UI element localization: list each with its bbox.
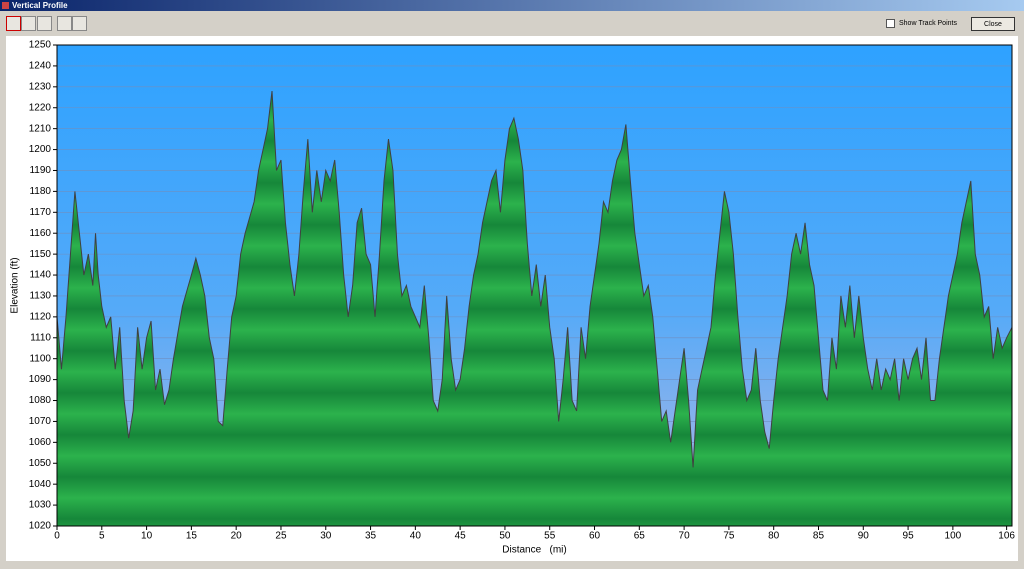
x-tick-label: 40 — [410, 531, 422, 542]
y-tick-label: 1160 — [29, 228, 51, 239]
y-tick-label: 1060 — [29, 437, 52, 448]
y-tick-label: 1020 — [29, 521, 52, 532]
x-tick-label: 95 — [903, 531, 915, 542]
x-tick-label: 10 — [141, 531, 153, 542]
x-axis-label: Distance (mi) — [502, 545, 566, 556]
y-tick-label: 1190 — [29, 165, 51, 176]
app-icon — [2, 2, 9, 9]
y-tick-label: 1050 — [29, 458, 52, 469]
x-tick-label: 55 — [544, 531, 556, 542]
tool-button[interactable] — [6, 16, 21, 31]
x-tick-label: 20 — [231, 531, 243, 542]
y-tick-label: 1230 — [29, 81, 52, 92]
show-track-points-checkbox[interactable]: Show Track Points — [886, 19, 957, 28]
y-tick-label: 1150 — [29, 249, 51, 260]
zoom-in-button[interactable] — [57, 16, 72, 31]
x-tick-label: 80 — [768, 531, 780, 542]
y-tick-label: 1070 — [29, 416, 52, 427]
x-tick-label: 50 — [499, 531, 511, 542]
plot-frame — [56, 44, 1013, 527]
x-tick-label: 75 — [723, 531, 735, 542]
y-tick-label: 1040 — [29, 479, 52, 490]
x-tick-label: 65 — [634, 531, 646, 542]
window-title: Vertical Profile — [12, 1, 68, 10]
y-axis-label: Elevation (ft) — [10, 257, 21, 313]
x-tick-label: 106 — [998, 531, 1015, 542]
y-tick-label: 1130 — [29, 291, 51, 302]
x-tick-label: 0 — [54, 531, 60, 542]
x-tick-label: 30 — [320, 531, 332, 542]
y-tick-label: 1250 — [29, 40, 52, 51]
y-tick-label: 1180 — [29, 186, 51, 197]
x-tick-label: 5 — [99, 531, 105, 542]
title-bar: Vertical Profile — [0, 0, 1024, 11]
area-fill — [57, 91, 1012, 526]
x-tick-label: 70 — [679, 531, 691, 542]
y-tick-label: 1220 — [29, 102, 52, 113]
checkbox-label: Show Track Points — [899, 20, 957, 27]
zoom-out-button[interactable] — [72, 16, 87, 31]
y-tick-label: 1210 — [29, 123, 52, 134]
x-tick-label: 25 — [275, 531, 287, 542]
y-tick-label: 1200 — [29, 144, 52, 155]
x-tick-label: 60 — [589, 531, 601, 542]
elevation-line — [56, 90, 1013, 468]
close-button[interactable]: Close — [971, 17, 1015, 31]
x-tick-label: 15 — [186, 531, 198, 542]
y-tick-label: 1120 — [29, 312, 51, 323]
x-tick-label: 100 — [945, 531, 962, 542]
tool-button[interactable] — [21, 16, 36, 31]
checkbox[interactable] — [886, 19, 895, 28]
y-tick-label: 1090 — [29, 374, 52, 385]
y-tick-label: 1110 — [30, 332, 51, 343]
y-tick-label: 1240 — [29, 61, 52, 72]
x-tick-label: 85 — [813, 531, 825, 542]
y-tick-label: 1140 — [29, 270, 51, 281]
x-tick-label: 45 — [455, 531, 467, 542]
y-tick-label: 1030 — [29, 500, 52, 511]
y-tick-label: 1100 — [29, 353, 51, 364]
x-tick-label: 90 — [858, 531, 870, 542]
chart: 1020103010401050106010701080109011001110… — [6, 36, 1018, 561]
y-tick-label: 1170 — [29, 207, 51, 218]
x-tick-label: 35 — [365, 531, 377, 542]
y-tick-label: 1080 — [29, 395, 52, 406]
tool-button[interactable] — [37, 16, 52, 31]
